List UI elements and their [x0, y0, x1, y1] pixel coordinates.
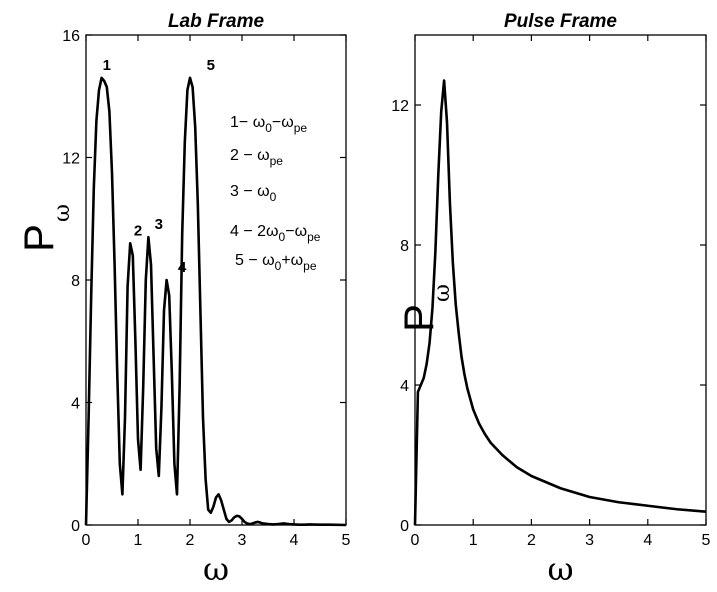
y-axis-label-main: P	[15, 224, 62, 252]
x-tick-label: 4	[643, 532, 652, 549]
y-axis-label: Pω	[15, 204, 75, 252]
y-tick-label: 4	[400, 378, 409, 395]
series-line	[84, 76, 347, 527]
y-tick-label: 16	[62, 28, 80, 45]
chart-title: Lab Frame	[168, 11, 265, 32]
legend-subscript: pe	[294, 121, 308, 135]
y-tick-label: 0	[400, 518, 409, 535]
x-axis-label: ω	[203, 550, 229, 588]
legend-subscript: 0	[275, 259, 282, 273]
legend-text: 2 − ω	[230, 147, 270, 164]
peak-label: 2	[134, 222, 142, 239]
x-tick-label: 2	[186, 532, 195, 549]
peak-label: 3	[155, 216, 163, 233]
y-tick-label: 8	[400, 238, 409, 255]
legend-entry-1: 1− ω0−ωpe	[230, 114, 307, 135]
legend-entry-3: 3 − ω0	[230, 183, 277, 204]
y-axis-label-main: P	[395, 304, 442, 332]
chart-title: Pulse Frame	[504, 11, 617, 32]
peak-label: 1	[103, 57, 111, 74]
legend-subscript: pe	[307, 230, 321, 244]
x-tick-label: 3	[238, 532, 247, 549]
legend-text: +ω	[281, 252, 303, 269]
x-tick-label: 1	[134, 532, 143, 549]
legend-entry-4: 4 − 2ω0−ωpe	[230, 223, 321, 244]
y-tick-label: 8	[71, 273, 80, 290]
x-tick-label: 3	[585, 532, 594, 549]
legend-entry-5: 5 − ω0+ωpe	[235, 252, 317, 273]
x-tick-label: 2	[527, 532, 536, 549]
peak-label: 5	[207, 57, 215, 74]
legend-text: 3 − ω	[230, 183, 270, 200]
legend-text: 5 − ω	[235, 252, 275, 269]
y-axis-label-subscript: ω	[50, 204, 75, 222]
series-line	[413, 79, 707, 526]
legend-subscript: pe	[303, 259, 317, 273]
legend-entry-2: 2 − ωpe	[230, 147, 283, 168]
x-tick-label: 0	[82, 532, 91, 549]
legend-subscript: 0	[265, 121, 272, 135]
legend-text: −ω	[285, 223, 307, 240]
y-tick-label: 0	[71, 518, 80, 535]
x-tick-label: 4	[290, 532, 299, 549]
peak-label: 4	[178, 259, 187, 276]
x-tick-label: 0	[411, 532, 420, 549]
plot-frame	[414, 34, 707, 526]
legend-text: 4 − 2ω	[230, 223, 279, 240]
y-tick-label: 12	[62, 151, 80, 168]
y-axis-label: Pω	[395, 284, 455, 332]
legend-subscript: 0	[270, 190, 277, 204]
legend-text: −ω	[272, 114, 294, 131]
x-tick-label: 5	[702, 532, 711, 549]
legend-subscript: pe	[270, 154, 284, 168]
x-tick-label: 1	[469, 532, 478, 549]
legend-text: 1− ω	[230, 114, 265, 131]
legend-subscript: 0	[279, 230, 286, 244]
x-tick-label: 5	[342, 532, 351, 549]
y-axis-label-subscript: ω	[430, 284, 455, 302]
x-axis-label: ω	[547, 550, 573, 588]
y-tick-label: 4	[71, 396, 80, 413]
y-tick-label: 12	[391, 98, 409, 115]
